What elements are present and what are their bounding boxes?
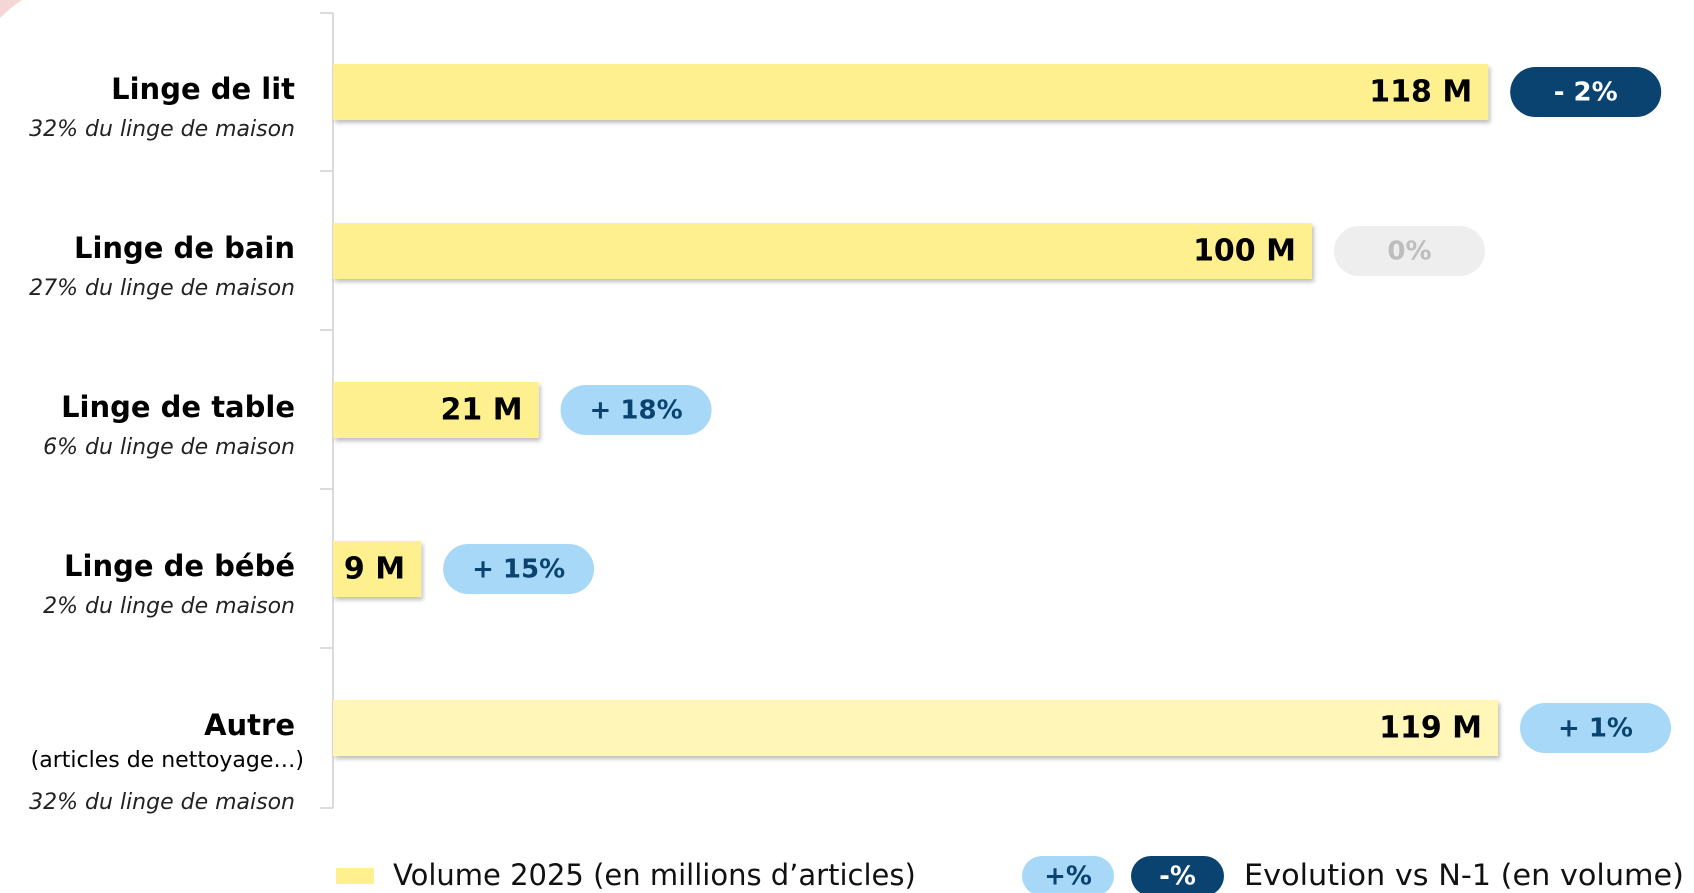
- legend-badge-positive: [1022, 856, 1114, 893]
- evolution-label: + 1%: [1558, 714, 1633, 744]
- value-label: 118 M: [1369, 75, 1472, 110]
- legend-badge-negative: [1131, 856, 1224, 893]
- category-share: 6% du linge de maison: [43, 435, 295, 460]
- evolution-badge: [1510, 67, 1662, 117]
- value-label: 100 M: [1193, 234, 1296, 269]
- value-label: 119 M: [1379, 711, 1482, 746]
- evolution-label: + 18%: [590, 396, 683, 426]
- category-note: (articles de nettoyage…): [31, 748, 304, 773]
- bar: [333, 700, 1498, 756]
- category-label: Linge de table: [61, 390, 295, 424]
- bar: [333, 64, 1489, 120]
- evolution-badge: [1333, 226, 1485, 276]
- evolution-badge: [560, 385, 712, 435]
- evolution-label: 0%: [1387, 237, 1431, 267]
- evolution-badge: [1520, 703, 1671, 753]
- category-share: 27% du linge de maison: [29, 276, 295, 301]
- category-share: 32% du linge de maison: [29, 117, 295, 142]
- bar: [333, 382, 539, 438]
- category-share: 32% du linge de maison: [29, 790, 295, 815]
- bar: [333, 223, 1312, 279]
- evolution-label: - 2%: [1554, 78, 1618, 108]
- bar: [333, 541, 422, 597]
- legend-label: Evolution vs N-1 (en volume): [1244, 858, 1684, 892]
- category-label: Autre: [204, 708, 295, 742]
- category-label: Linge de bébé: [64, 549, 295, 583]
- evolution-badge: [443, 544, 595, 594]
- legend-swatch: [336, 868, 374, 884]
- legend-badge-text: -%: [1159, 862, 1196, 892]
- category-label: Linge de lit: [111, 72, 295, 106]
- corner-decoration: [0, 0, 22, 18]
- evolution-label: + 15%: [472, 555, 565, 585]
- value-label: 9 M: [344, 552, 405, 587]
- category-label: Linge de bain: [74, 231, 295, 265]
- legend-label: Volume 2025 (en millions d’articles): [393, 858, 916, 892]
- value-label: 21 M: [441, 393, 523, 428]
- category-share: 2% du linge de maison: [43, 594, 295, 619]
- legend-badge-text: +%: [1044, 862, 1092, 892]
